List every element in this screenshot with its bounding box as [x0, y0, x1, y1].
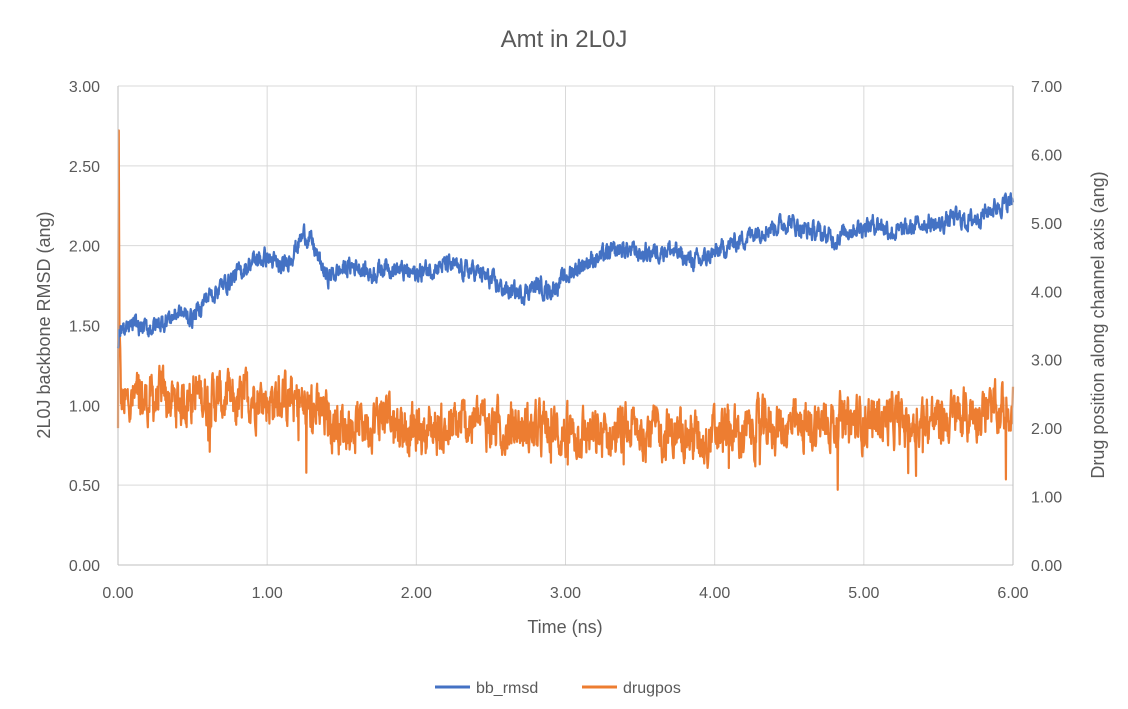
- y-tick-label: 0.50: [69, 478, 100, 495]
- y2-tick-label: 2.00: [1031, 421, 1062, 438]
- y-axis-label: 2L0J backbone RMSD (ang): [34, 211, 54, 438]
- legend-label-bb-rmsd: bb_rmsd: [476, 680, 538, 697]
- y2-tick-label: 4.00: [1031, 284, 1062, 301]
- x-tick-label: 0.00: [102, 585, 133, 602]
- x-tick-label: 6.00: [997, 585, 1028, 602]
- y2-tick-label: 7.00: [1031, 79, 1062, 96]
- y2-tick-label: 0.00: [1031, 558, 1062, 575]
- chart-title: Amt in 2L0J: [501, 26, 628, 53]
- plot-area: [116, 129, 1015, 491]
- series-line-bb-rmsd: [116, 192, 1015, 349]
- x-tick-label: 4.00: [699, 585, 730, 602]
- x-tick-label: 1.00: [252, 585, 283, 602]
- legend-label-drugpos: drugpos: [623, 680, 681, 697]
- legend: bb_rmsd drugpos: [435, 680, 681, 697]
- x-tick-label: 2.00: [401, 585, 432, 602]
- gridlines: [117, 85, 1014, 566]
- x-axis-label: Time (ns): [527, 617, 602, 637]
- y-tick-label: 2.00: [69, 239, 100, 256]
- axes: 0.00 1.00 2.00 3.00 4.00 5.00 6.000.000.501.00…: [69, 79, 1062, 602]
- series-line-drugpos: [116, 129, 1015, 491]
- y-tick-label: 1.00: [69, 398, 100, 415]
- y2-tick-label: 3.00: [1031, 353, 1062, 370]
- x-tick-label: 3.00: [550, 585, 581, 602]
- y2-tick-label: 5.00: [1031, 216, 1062, 233]
- y-tick-label: 1.50: [69, 319, 100, 336]
- y-tick-label: 3.00: [69, 79, 100, 96]
- y-tick-label: 2.50: [69, 159, 100, 176]
- y2-axis-label: Drug position along channel axis (ang): [1088, 171, 1108, 478]
- y2-tick-label: 6.00: [1031, 147, 1062, 164]
- x-tick-label: 5.00: [848, 585, 879, 602]
- y-tick-label: 0.00: [69, 558, 100, 575]
- y2-tick-label: 1.00: [1031, 490, 1062, 507]
